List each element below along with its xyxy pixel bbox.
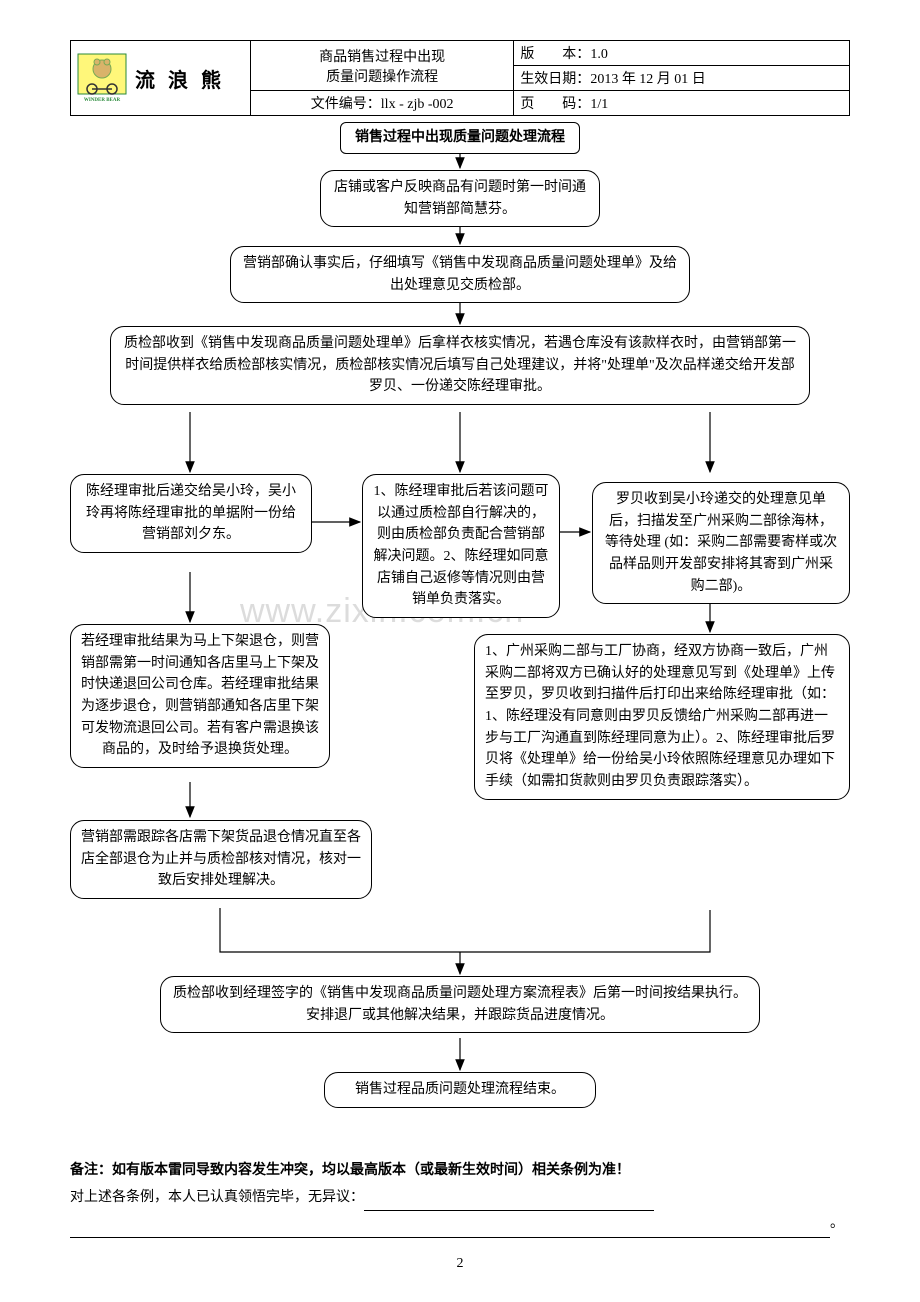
flow-node-2-text: 营销部确认事实后，仔细填写《销售中发现商品质量问题处理单》及给出处理意见交质检部…	[243, 256, 677, 293]
version-value: 1.0	[590, 47, 608, 62]
file-no-value: llx - zjb -002	[381, 97, 454, 112]
flow-node-9: 营销部需跟踪各店需下架货品退仓情况直至各店全部退仓为止并与质检部核对情况，核对一…	[70, 820, 372, 899]
page-label: 页 码：	[520, 97, 590, 112]
flowchart: www.zixin.com.cn	[70, 122, 850, 1142]
flow-title-node: 销售过程中出现质量问题处理流程	[340, 122, 580, 154]
brand-name: 流 浪 熊	[135, 64, 225, 93]
flow-node-8-text: 1、广州采购二部与工厂协商，经双方协商一致后，广州采购二部将双方已确认好的处理意…	[485, 644, 835, 789]
footnote: 备注：如有版本雷同导致内容发生冲突，均以最高版本（或最新生效时间）相关条例为准！…	[70, 1158, 850, 1238]
period: 。	[830, 1211, 844, 1238]
page-cell: 页 码：1/1	[514, 91, 850, 116]
doc-title-line1: 商品销售过程中出现	[319, 50, 445, 65]
effective-label: 生效日期：	[520, 72, 590, 87]
flow-node-2: 营销部确认事实后，仔细填写《销售中发现商品质量问题处理单》及给出处理意见交质检部…	[230, 246, 690, 303]
flow-node-7-text: 若经理审批结果为马上下架退仓，则营销部需第一时间通知各店里马上下架及时快递退回公…	[81, 634, 319, 757]
flow-node-4: 陈经理审批后递交给吴小玲，吴小玲再将陈经理审批的单据附一份给营销部刘夕东。	[70, 474, 312, 553]
logo-cell: WINDER BEAR 流 浪 熊	[71, 41, 251, 116]
signature-line-1	[364, 1210, 654, 1211]
signature-line-2	[70, 1220, 830, 1238]
file-no-cell: 文件编号：llx - zjb -002	[251, 91, 514, 116]
flow-node-4-text: 陈经理审批后递交给吴小玲，吴小玲再将陈经理审批的单据附一份给营销部刘夕东。	[86, 484, 296, 542]
flow-node-6-text: 罗贝收到吴小玲递交的处理意见单后，扫描发至广州采购二部徐海林，等待处理 (如：采…	[605, 492, 837, 594]
flow-node-6: 罗贝收到吴小玲递交的处理意见单后，扫描发至广州采购二部徐海林，等待处理 (如：采…	[592, 482, 850, 604]
footnote-note: 备注：如有版本雷同导致内容发生冲突，均以最高版本（或最新生效时间）相关条例为准！	[70, 1158, 850, 1185]
bear-logo-icon: WINDER BEAR	[77, 53, 127, 103]
flow-node-1: 店铺或客户反映商品有问题时第一时间通知营销部简慧芬。	[320, 170, 600, 227]
page-value: 1/1	[590, 97, 608, 112]
version-cell: 版 本：1.0	[514, 41, 850, 66]
flow-node-11-text: 销售过程品质问题处理流程结束。	[355, 1082, 565, 1097]
flow-title: 销售过程中出现质量问题处理流程	[355, 130, 565, 145]
version-label: 版 本：	[520, 47, 590, 62]
svg-text:WINDER BEAR: WINDER BEAR	[84, 98, 121, 103]
ack-line: 对上述各条例，本人已认真领悟完毕，无异议：	[70, 1185, 850, 1212]
flow-node-11: 销售过程品质问题处理流程结束。	[324, 1072, 596, 1108]
flow-node-1-text: 店铺或客户反映商品有问题时第一时间通知营销部简慧芬。	[334, 180, 586, 217]
file-no-label: 文件编号：	[311, 97, 381, 112]
flow-node-10-text: 质检部收到经理签字的《销售中发现商品质量问题处理方案流程表》后第一时间按结果执行…	[173, 986, 747, 1023]
doc-title: 商品销售过程中出现 质量问题操作流程	[251, 41, 514, 91]
flow-node-9-text: 营销部需跟踪各店需下架货品退仓情况直至各店全部退仓为止并与质检部核对情况，核对一…	[81, 830, 361, 888]
flow-node-10: 质检部收到经理签字的《销售中发现商品质量问题处理方案流程表》后第一时间按结果执行…	[160, 976, 760, 1033]
effective-cell: 生效日期：2013 年 12 月 01 日	[514, 66, 850, 91]
flow-node-3-text: 质检部收到《销售中发现商品质量问题处理单》后拿样衣核实情况，若遇仓库没有该款样衣…	[124, 336, 796, 394]
flow-node-5-text: 1、陈经理审批后若该问题可以通过质检部自行解决的，则由质检部负责配合营销部解决问…	[374, 484, 549, 607]
effective-value: 2013 年 12 月 01 日	[590, 72, 706, 87]
flow-node-3: 质检部收到《销售中发现商品质量问题处理单》后拿样衣核实情况，若遇仓库没有该款样衣…	[110, 326, 810, 405]
flow-node-5: 1、陈经理审批后若该问题可以通过质检部自行解决的，则由质检部负责配合营销部解决问…	[362, 474, 560, 618]
ack-text: 对上述各条例，本人已认真领悟完毕，无异议：	[70, 1190, 364, 1205]
doc-title-line2: 质量问题操作流程	[326, 70, 438, 85]
doc-header-table: WINDER BEAR 流 浪 熊 商品销售过程中出现 质量问题操作流程 版 本…	[70, 40, 850, 116]
flow-node-7: 若经理审批结果为马上下架退仓，则营销部需第一时间通知各店里马上下架及时快递退回公…	[70, 624, 330, 768]
page-number: 2	[70, 1256, 850, 1272]
flow-node-8: 1、广州采购二部与工厂协商，经双方协商一致后，广州采购二部将双方已确认好的处理意…	[474, 634, 850, 800]
